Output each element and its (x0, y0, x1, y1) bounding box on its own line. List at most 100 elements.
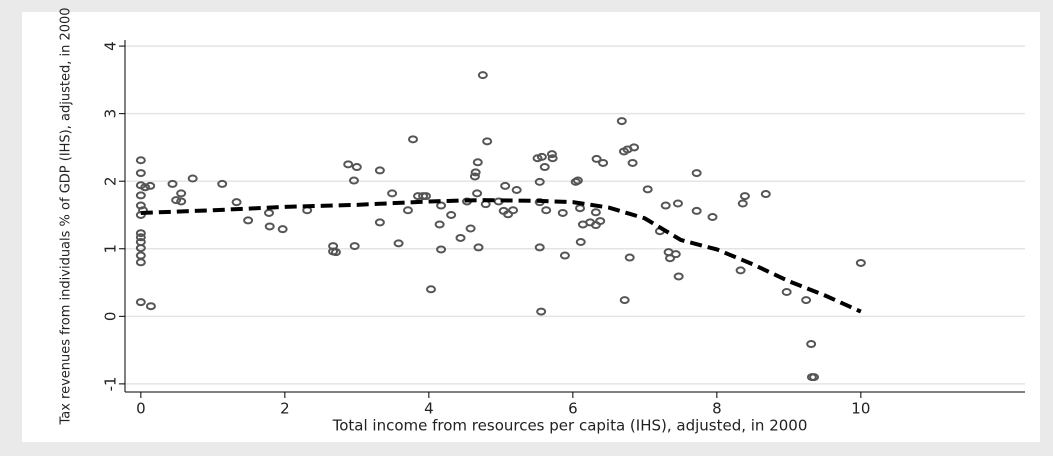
point (546, 150, 557, 159)
point (465, 224, 476, 233)
point (781, 288, 792, 297)
point (243, 216, 254, 225)
point (673, 272, 684, 281)
y-tick-label: 0 (102, 312, 120, 322)
point (330, 248, 341, 257)
point (590, 208, 601, 217)
point (737, 199, 748, 208)
point (508, 206, 519, 215)
point (374, 218, 385, 227)
point (135, 169, 146, 178)
point (343, 160, 354, 169)
point (187, 174, 198, 183)
y-tick-label: 2 (102, 176, 120, 186)
fit-line (140, 198, 862, 314)
point (217, 179, 228, 188)
point (691, 169, 702, 178)
plot-region (22, 12, 1040, 442)
point (393, 239, 404, 248)
point (167, 179, 178, 188)
point (547, 154, 558, 163)
point (503, 210, 514, 219)
x-tick-label: 2 (280, 400, 290, 418)
point (436, 201, 447, 210)
point (231, 198, 242, 207)
x-tick-label: 6 (568, 400, 578, 418)
point (135, 233, 146, 242)
y-tick-label: 4 (102, 41, 120, 51)
point (739, 192, 750, 201)
point (627, 158, 638, 167)
point (473, 243, 484, 252)
point (135, 244, 146, 253)
point (511, 185, 522, 194)
point (534, 243, 545, 252)
point (760, 190, 771, 199)
point (536, 152, 547, 161)
point (624, 253, 635, 262)
point (140, 183, 151, 192)
point (135, 229, 146, 238)
point (374, 166, 385, 175)
y-tick-label: 3 (102, 109, 120, 119)
x-tick-label: 4 (424, 400, 434, 418)
point (672, 199, 683, 208)
point (707, 213, 718, 222)
point (436, 245, 447, 254)
point (426, 285, 436, 294)
y-axis-title: Tax revenues from individuals % of GDP (… (59, 7, 74, 425)
point (665, 254, 676, 263)
point (176, 197, 187, 206)
point (472, 158, 483, 167)
point (176, 189, 187, 198)
point (559, 251, 570, 260)
point (402, 206, 413, 215)
point (660, 201, 671, 210)
point (534, 177, 545, 186)
x-tick-label: 8 (712, 400, 722, 418)
x-tick-label: 0 (136, 400, 146, 418)
point (536, 307, 547, 316)
point (434, 220, 445, 229)
point (595, 217, 606, 226)
point (591, 154, 602, 163)
point (171, 196, 182, 205)
y-tick-label: -1 (102, 376, 120, 391)
y-tick-label: 1 (102, 244, 120, 254)
point (455, 233, 466, 242)
point (691, 206, 702, 215)
point (264, 208, 274, 217)
point (348, 176, 359, 185)
point (855, 258, 866, 267)
point (477, 71, 488, 80)
point (541, 206, 552, 215)
point (557, 208, 568, 217)
point (619, 296, 630, 305)
point (145, 302, 156, 311)
point (629, 143, 640, 152)
point (351, 163, 362, 172)
point (670, 250, 681, 259)
point (420, 192, 431, 201)
point (277, 225, 288, 234)
point (616, 117, 627, 126)
point (408, 135, 418, 144)
point (264, 222, 275, 231)
point (135, 258, 146, 267)
point (482, 137, 493, 146)
point (135, 156, 146, 165)
point (145, 181, 156, 190)
point (539, 163, 550, 172)
point (575, 238, 586, 247)
point (470, 168, 481, 177)
x-axis-title: Total income from resources per capita (… (332, 417, 808, 435)
point (469, 172, 480, 181)
point (735, 266, 746, 275)
point (809, 373, 820, 382)
point (801, 296, 812, 305)
x-tick-label: 10 (851, 400, 870, 418)
point (806, 340, 817, 349)
point (500, 181, 511, 190)
